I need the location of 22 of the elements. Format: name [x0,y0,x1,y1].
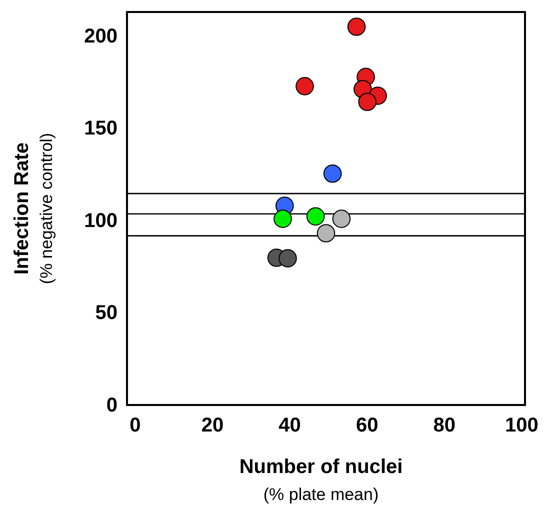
point [332,210,351,228]
point [306,207,325,226]
y-axis-title: Infection Rate (% negative control) [11,132,56,284]
point [358,92,377,111]
x-tick-label: 20 [201,414,224,436]
point [296,77,314,96]
x-axis-title: Number of nuclei (% plate mean) [239,456,403,504]
point [274,210,292,228]
point [316,224,336,242]
point [323,164,342,183]
y-tick-label: 0 [106,394,118,416]
point [347,18,366,36]
x-tick-label: 0 [130,414,141,436]
y-tick-label: 100 [84,210,118,232]
y-tick-label: 200 [84,25,118,48]
x-tick-label: 60 [356,414,378,436]
x-tick-label: 40 [278,414,301,436]
point [278,249,297,268]
y-tick-label: 50 [95,302,118,324]
x-tick-label: 100 [504,414,538,436]
x-tick-label: 80 [433,414,456,436]
y-tick-label: 150 [84,118,118,140]
